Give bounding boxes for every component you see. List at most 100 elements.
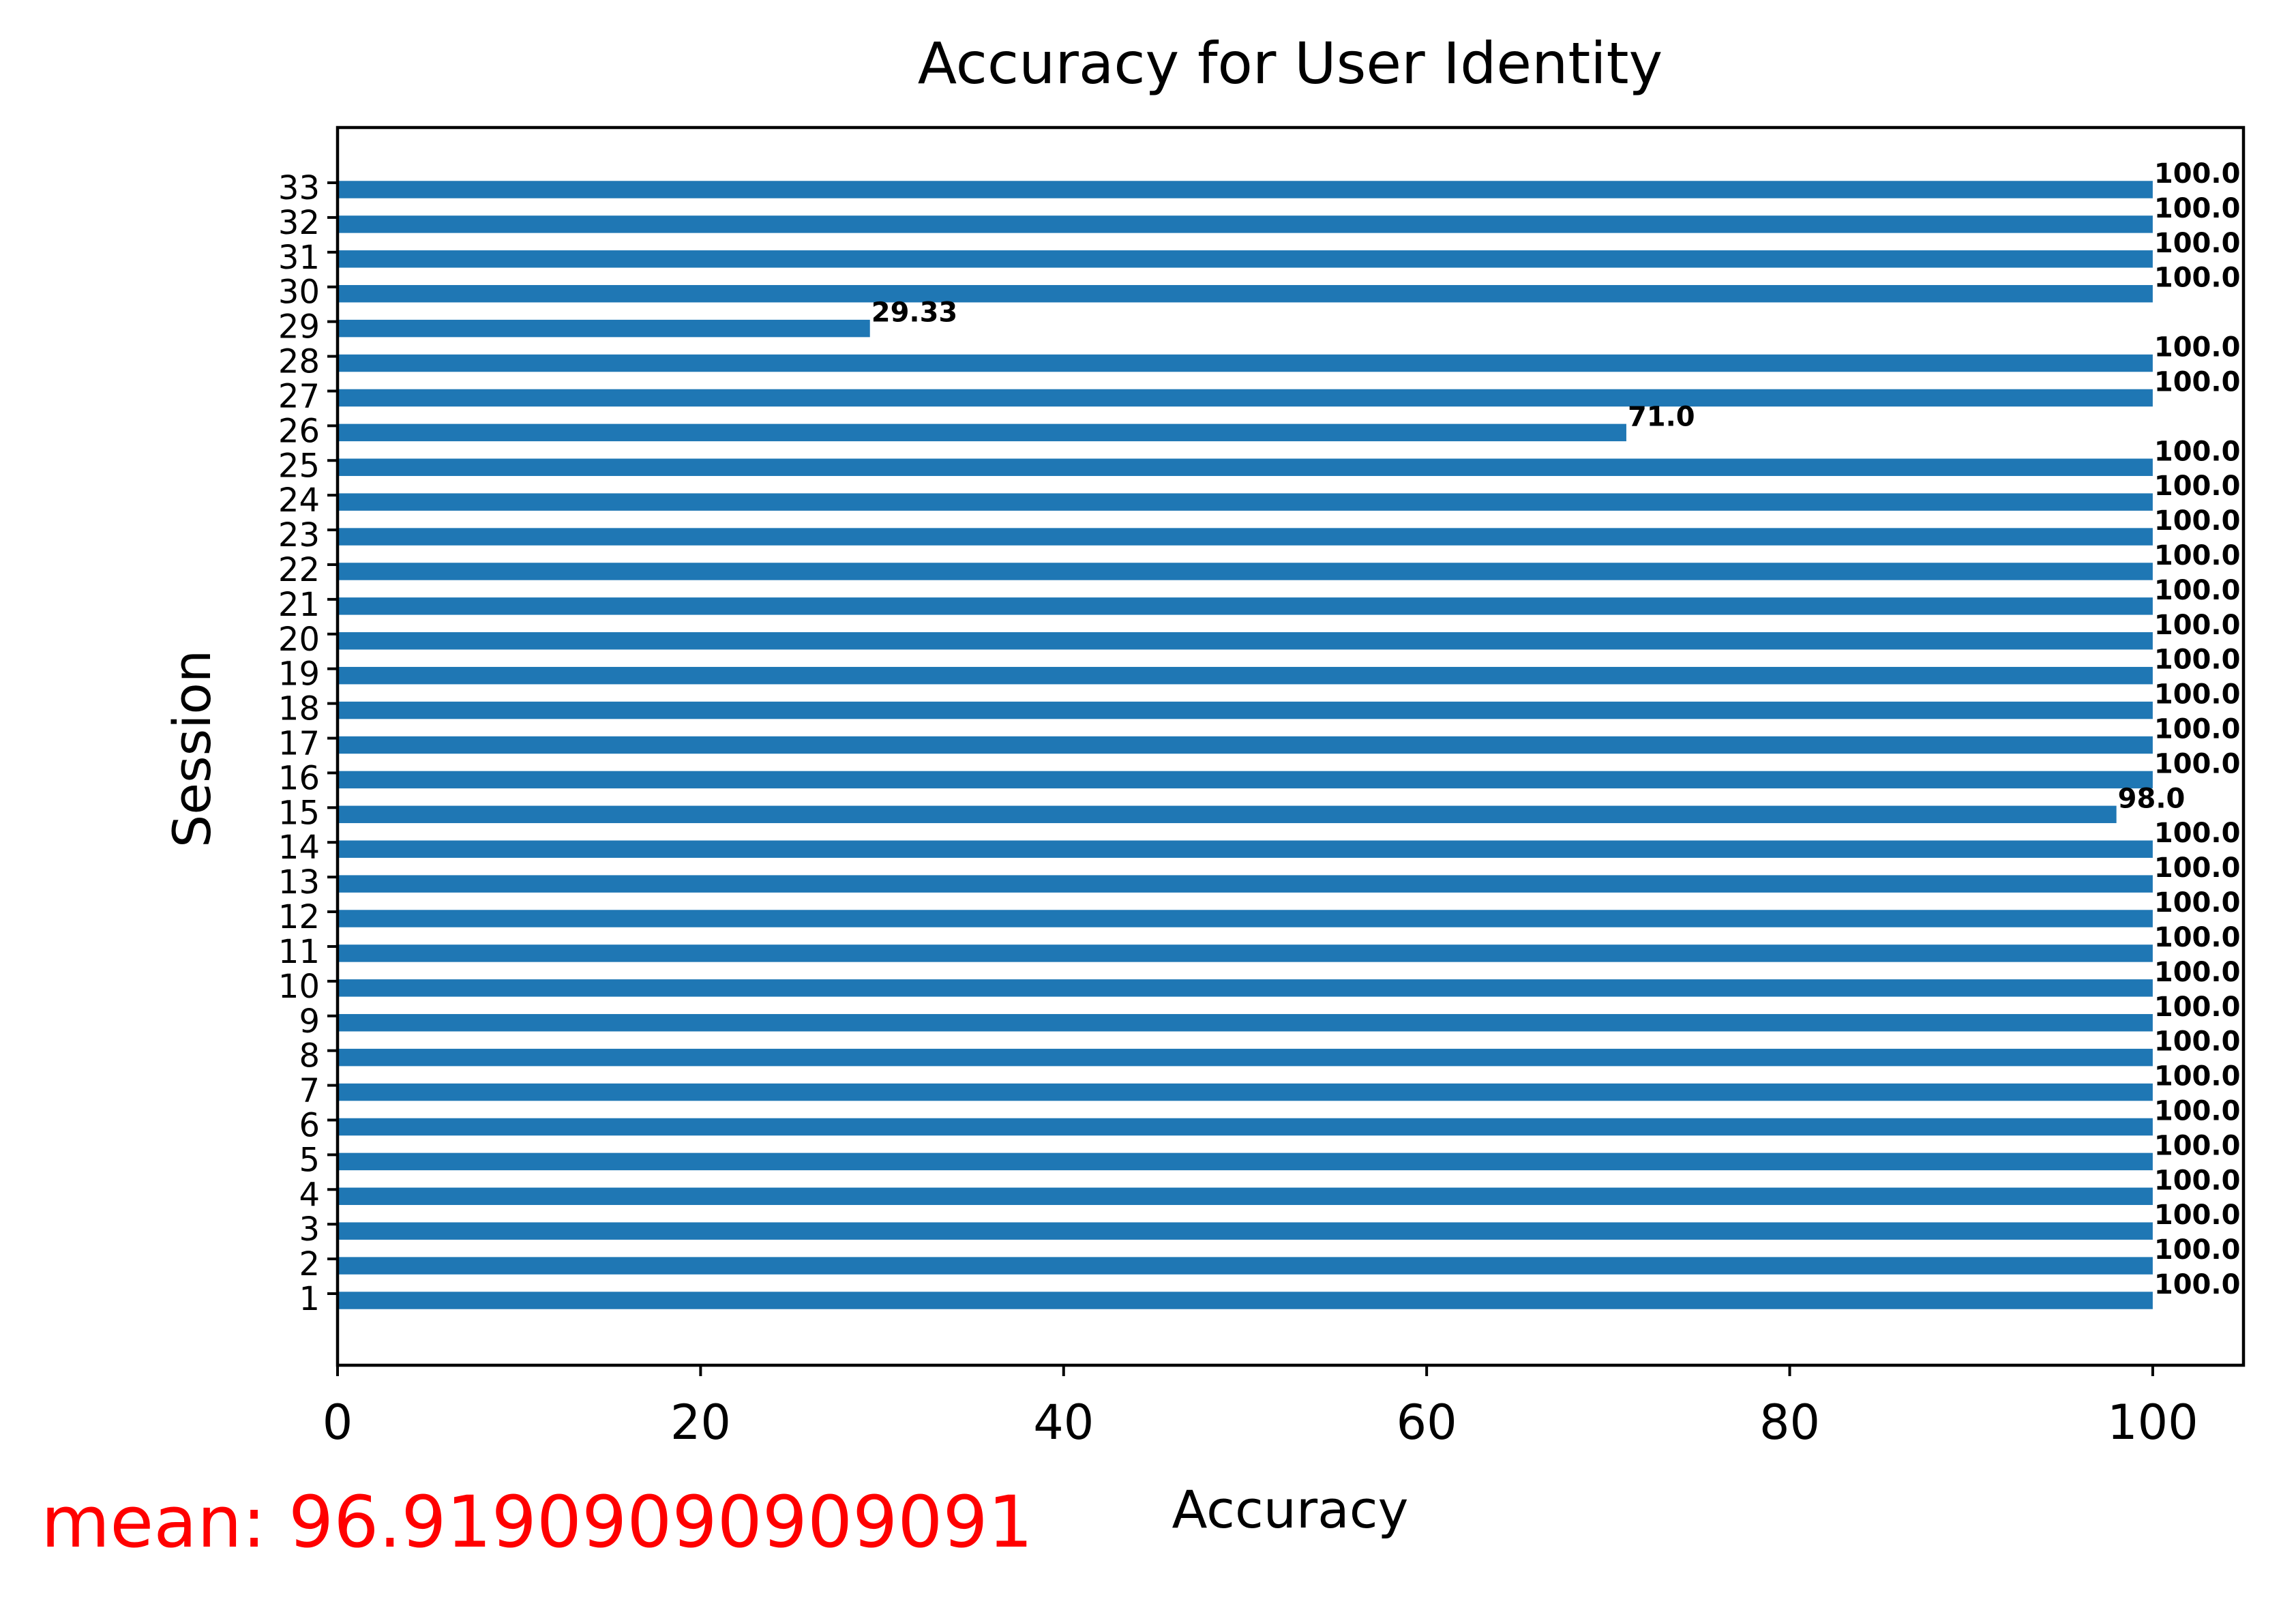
value-label-session-10: 100.0: [2154, 957, 2241, 988]
value-label-session-18: 100.0: [2154, 679, 2241, 711]
bar-session-26: [338, 423, 1626, 442]
bar-session-11: [338, 944, 2153, 962]
y-tick-label: 21: [278, 586, 320, 624]
bar-session-28: [338, 354, 2153, 372]
bar-session-30: [338, 284, 2153, 303]
y-tick-label: 4: [299, 1176, 320, 1214]
value-label-session-19: 100.0: [2154, 644, 2241, 676]
y-tick-label: 29: [278, 308, 320, 346]
value-label-session-26: 71.0: [1628, 401, 1695, 432]
bar-session-7: [338, 1083, 2153, 1101]
value-label-session-33: 100.0: [2154, 158, 2241, 190]
value-label-session-5: 100.0: [2154, 1130, 2241, 1161]
mean-annotation: mean: 96.91909090909091: [41, 1480, 1033, 1564]
bar-session-32: [338, 215, 2153, 233]
value-label-session-16: 100.0: [2154, 748, 2241, 779]
x-tick-label: 40: [1033, 1395, 1094, 1450]
y-tick-label: 5: [299, 1141, 320, 1179]
value-label-session-22: 100.0: [2154, 540, 2241, 571]
value-label-session-7: 100.0: [2154, 1061, 2241, 1092]
value-label-session-28: 100.0: [2154, 332, 2241, 363]
bar-session-4: [338, 1187, 2153, 1206]
value-label-session-11: 100.0: [2154, 922, 2241, 953]
value-label-session-29: 29.33: [871, 297, 958, 329]
bar-session-1: [338, 1292, 2153, 1309]
bar-session-17: [338, 736, 2153, 754]
bar-session-15: [338, 805, 2117, 824]
bar-session-23: [338, 528, 2153, 546]
x-tick-label: 100: [2107, 1395, 2198, 1450]
y-tick-label: 27: [278, 377, 320, 415]
bar-session-8: [338, 1048, 2153, 1067]
x-tick-label: 60: [1397, 1395, 1457, 1450]
y-tick-label: 10: [278, 968, 320, 1006]
y-tick-label: 6: [299, 1106, 320, 1144]
y-tick-label: 22: [278, 551, 320, 589]
y-tick-label: 12: [278, 898, 320, 936]
y-tick-label: 23: [278, 516, 320, 554]
value-label-session-3: 100.0: [2154, 1200, 2241, 1231]
bar-session-2: [338, 1257, 2153, 1275]
x-tick-label: 0: [323, 1395, 353, 1450]
value-label-session-9: 100.0: [2154, 992, 2241, 1023]
y-tick-label: 24: [278, 481, 320, 520]
bar-session-27: [338, 389, 2153, 407]
y-tick-label: 11: [278, 933, 320, 971]
value-label-session-32: 100.0: [2154, 193, 2241, 224]
y-tick-label: 30: [278, 273, 320, 312]
y-tick-label: 9: [299, 1002, 320, 1041]
y-tick-label: 2: [299, 1245, 320, 1283]
value-label-session-12: 100.0: [2154, 887, 2241, 919]
bar-session-6: [338, 1118, 2153, 1136]
x-tick-label: 80: [1759, 1395, 1820, 1450]
value-label-session-23: 100.0: [2154, 505, 2241, 537]
value-label-session-15: 98.0: [2118, 783, 2186, 814]
chart-title: Accuracy for User Identity: [918, 30, 1663, 97]
y-tick-label: 15: [278, 794, 320, 832]
bar-session-33: [338, 181, 2153, 198]
x-axis-ticks: 0 20 40 60 80 100: [323, 1365, 2198, 1450]
bar-session-3: [338, 1222, 2153, 1240]
y-axis-ticks: 1234567891011121314151617181920212223242…: [278, 169, 338, 1318]
y-tick-label: 18: [278, 690, 320, 728]
bar-session-18: [338, 701, 2153, 719]
y-tick-label: 7: [299, 1072, 320, 1110]
bar-session-29: [338, 319, 870, 338]
value-label-session-20: 100.0: [2154, 610, 2241, 641]
y-tick-label: 14: [278, 829, 320, 867]
value-label-session-31: 100.0: [2154, 228, 2241, 259]
y-tick-label: 31: [278, 239, 320, 277]
bar-session-24: [338, 493, 2153, 511]
y-tick-label: 19: [278, 655, 320, 694]
y-tick-label: 3: [299, 1210, 320, 1249]
value-label-session-13: 100.0: [2154, 852, 2241, 884]
y-tick-label: 8: [299, 1037, 320, 1075]
value-label-session-2: 100.0: [2154, 1234, 2241, 1266]
value-label-session-1: 100.0: [2154, 1269, 2241, 1300]
value-label-session-27: 100.0: [2154, 366, 2241, 398]
x-tick-label: 20: [670, 1395, 731, 1450]
bar-session-31: [338, 250, 2153, 268]
value-label-session-24: 100.0: [2154, 471, 2241, 502]
bar-session-22: [338, 563, 2153, 580]
bar-session-9: [338, 1014, 2153, 1032]
value-label-session-30: 100.0: [2154, 263, 2241, 294]
y-tick-label: 13: [278, 863, 320, 902]
bar-session-5: [338, 1152, 2153, 1171]
bars-group: [338, 181, 2153, 1309]
bar-session-20: [338, 632, 2153, 650]
y-tick-label: 32: [278, 204, 320, 242]
bar-session-16: [338, 771, 2153, 789]
value-label-session-14: 100.0: [2154, 818, 2241, 849]
y-tick-label: 33: [278, 169, 320, 207]
bar-session-13: [338, 875, 2153, 893]
x-axis-label: Accuracy: [1172, 1479, 1409, 1540]
bar-session-12: [338, 910, 2153, 927]
value-labels-group: 100.0100.0100.0100.0100.0100.0100.0100.0…: [871, 158, 2241, 1300]
y-tick-label: 17: [278, 725, 320, 763]
value-label-session-21: 100.0: [2154, 575, 2241, 606]
bar-session-25: [338, 458, 2153, 476]
y-tick-label: 25: [278, 447, 320, 485]
